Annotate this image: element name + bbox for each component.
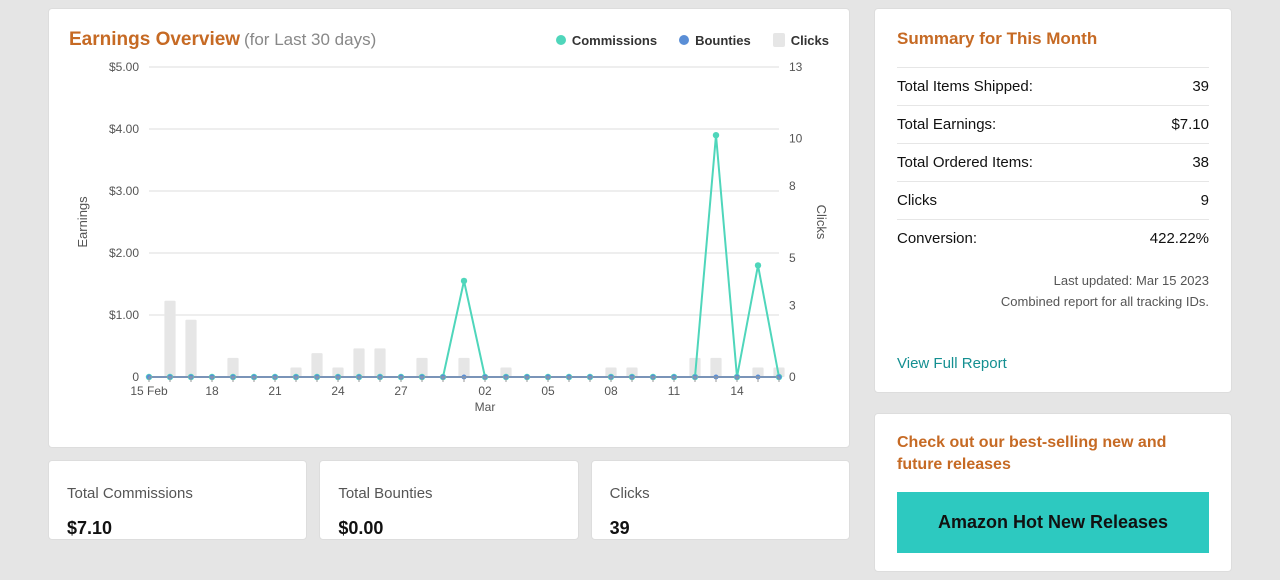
legend-bounties[interactable]: Bounties (679, 33, 751, 48)
svg-text:0: 0 (132, 370, 139, 384)
chart-legend: Commissions Bounties Clicks (556, 33, 829, 48)
svg-text:13: 13 (789, 60, 803, 74)
summary-row-value: 422.22% (1150, 230, 1209, 247)
svg-text:Mar: Mar (475, 400, 496, 414)
summary-note-updated: Last updated: Mar 15 2023 (897, 271, 1209, 292)
summary-row-label: Conversion: (897, 230, 977, 247)
total-commissions-value: $7.10 (67, 518, 288, 539)
summary-row-value: $7.10 (1171, 116, 1209, 133)
summary-row: Conversion: 422.22% (897, 219, 1209, 257)
svg-text:$3.00: $3.00 (109, 184, 139, 198)
svg-text:8: 8 (789, 179, 796, 193)
promo-title: Check out our best-selling new and futur… (897, 432, 1209, 477)
total-commissions-card: Total Commissions $7.10 (48, 460, 307, 540)
summary-card: Summary for This Month Total Items Shipp… (874, 8, 1232, 393)
promo-card: Check out our best-selling new and futur… (874, 413, 1232, 573)
svg-text:27: 27 (394, 384, 408, 398)
summary-row-label: Total Items Shipped: (897, 78, 1033, 95)
svg-text:$1.00: $1.00 (109, 308, 139, 322)
total-bounties-label: Total Bounties (338, 485, 559, 502)
svg-text:05: 05 (541, 384, 555, 398)
legend-commissions[interactable]: Commissions (556, 33, 657, 48)
svg-text:10: 10 (789, 132, 803, 146)
svg-text:02: 02 (478, 384, 492, 398)
svg-text:Clicks: Clicks (814, 205, 829, 240)
summary-row-value: 39 (1192, 78, 1209, 95)
svg-text:18: 18 (205, 384, 219, 398)
svg-text:3: 3 (789, 298, 796, 312)
summary-row: Clicks 9 (897, 181, 1209, 219)
total-bounties-value: $0.00 (338, 518, 559, 539)
svg-text:24: 24 (331, 384, 345, 398)
total-clicks-value: 39 (610, 518, 831, 539)
svg-text:5: 5 (789, 251, 796, 265)
svg-text:$4.00: $4.00 (109, 122, 139, 136)
earnings-chart-card: Earnings Overview (for Last 30 days) Com… (48, 8, 850, 448)
summary-row: Total Items Shipped: 39 (897, 67, 1209, 105)
summary-row-value: 38 (1192, 154, 1209, 171)
svg-text:15 Feb: 15 Feb (130, 384, 168, 398)
hot-new-releases-button[interactable]: Amazon Hot New Releases (897, 492, 1209, 553)
summary-row-label: Clicks (897, 192, 937, 209)
svg-text:21: 21 (268, 384, 282, 398)
total-bounties-card: Total Bounties $0.00 (319, 460, 578, 540)
svg-text:Earnings: Earnings (75, 196, 90, 248)
svg-text:14: 14 (730, 384, 744, 398)
summary-note-combined: Combined report for all tracking IDs. (897, 292, 1209, 313)
total-commissions-label: Total Commissions (67, 485, 288, 502)
svg-text:08: 08 (604, 384, 618, 398)
earnings-chart: 0 $1.00 $2.00 $3.00 $4.00 $5.00 0 3 5 8 10 13 Earnin… (69, 57, 829, 437)
summary-row-label: Total Ordered Items: (897, 154, 1033, 171)
svg-text:11: 11 (668, 384, 681, 398)
summary-title: Summary for This Month (897, 29, 1209, 49)
summary-row: Total Ordered Items: 38 (897, 143, 1209, 181)
total-clicks-label: Clicks (610, 485, 831, 502)
svg-text:$5.00: $5.00 (109, 60, 139, 74)
legend-clicks[interactable]: Clicks (773, 33, 829, 48)
summary-row: Total Earnings: $7.10 (897, 105, 1209, 143)
svg-text:0: 0 (789, 370, 796, 384)
svg-text:$2.00: $2.00 (109, 246, 139, 260)
view-full-report-link[interactable]: View Full Report (897, 355, 1007, 372)
summary-row-value: 9 (1201, 192, 1209, 209)
summary-row-label: Total Earnings: (897, 116, 996, 133)
chart-title: Earnings Overview (69, 29, 240, 50)
chart-subtitle: (for Last 30 days) (244, 30, 376, 49)
total-clicks-card: Clicks 39 (591, 460, 850, 540)
